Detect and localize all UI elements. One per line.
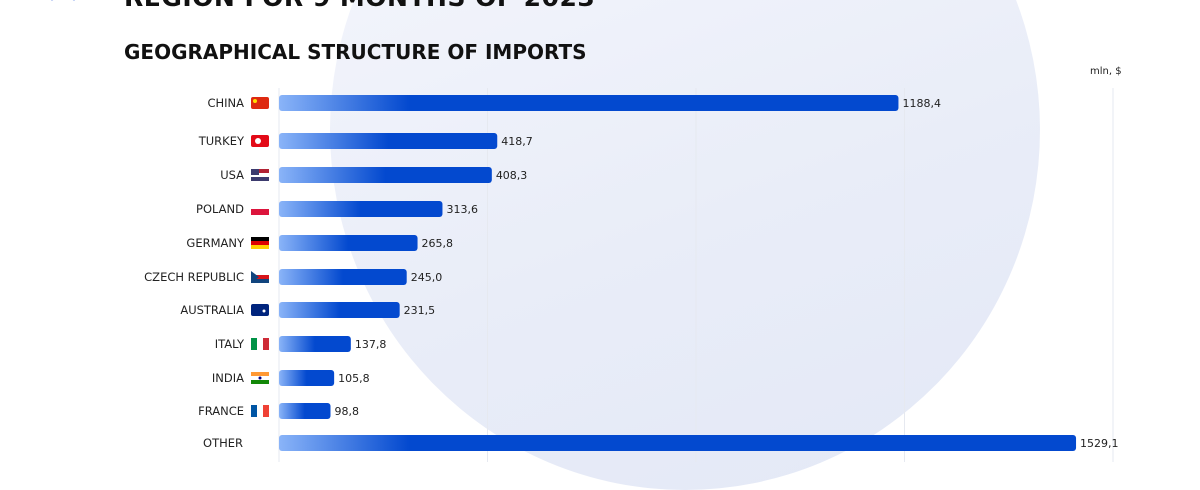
unit-label: mln, $ [1090, 66, 1122, 77]
data-label: 418,7 [501, 135, 533, 148]
bar-usa [279, 167, 492, 183]
category-label: INDIA [212, 371, 244, 385]
bar-other [279, 435, 1077, 451]
bar-australia [279, 302, 400, 318]
data-label: 105,8 [338, 372, 370, 385]
page-title: REGION FOR 9 MONTHS OF 2023 [124, 0, 595, 12]
bar-czech-republic [279, 269, 407, 285]
data-label: 98,8 [334, 405, 359, 418]
data-label: 265,8 [422, 237, 454, 250]
data-label: 1529,1 [1080, 437, 1119, 450]
x-tick-label: 1600 [1099, 478, 1127, 480]
data-label: 408,3 [496, 169, 528, 182]
category-label: FRANCE [198, 404, 244, 418]
bar-italy [279, 336, 351, 352]
x-tick-label: 0 [276, 478, 283, 480]
data-label: 313,6 [446, 203, 478, 216]
bar-germany [279, 235, 418, 251]
bar-turkey [279, 133, 498, 149]
category-label: TURKEY [198, 134, 245, 148]
chart-title: GEOGRAPHICAL STRUCTURE OF IMPORTS [124, 40, 587, 64]
bar-chart: 0 400 800 1200 1600 1188,4 CHINA 418,7 TURKEY 408… [144, 88, 1127, 480]
flag-tr-icon [251, 135, 269, 147]
x-tick-label: 400 [477, 478, 498, 480]
bar-france [279, 403, 331, 419]
data-label: 245,0 [411, 271, 443, 284]
category-label: USA [220, 168, 244, 182]
category-label: GERMANY [186, 236, 245, 250]
bar-china [279, 95, 899, 111]
category-label: AUSTRALIA [180, 303, 244, 317]
data-label: 137,8 [355, 338, 387, 351]
data-label: 231,5 [404, 304, 436, 317]
flag-cn-icon [251, 97, 269, 109]
bar-india [279, 370, 335, 386]
flag-pl-icon [251, 203, 269, 215]
bar-poland [279, 201, 443, 217]
x-tick-label: 800 [686, 478, 707, 480]
flag-it-icon [251, 338, 269, 350]
category-label: ITALY [215, 337, 245, 351]
category-label: CZECH REPUBLIC [144, 270, 244, 284]
x-tick-label: 1200 [891, 478, 919, 480]
flag-in-icon [251, 372, 269, 384]
category-label: CHINA [207, 96, 244, 110]
flag-us-icon [251, 169, 269, 181]
data-label: 1188,4 [902, 97, 941, 110]
flag-fr-icon [251, 405, 269, 417]
flag-cz-icon [251, 271, 269, 283]
flag-de-icon [251, 237, 269, 249]
flag-au-icon [251, 304, 269, 316]
category-label: POLAND [196, 202, 244, 216]
category-label: OTHER [203, 436, 243, 450]
